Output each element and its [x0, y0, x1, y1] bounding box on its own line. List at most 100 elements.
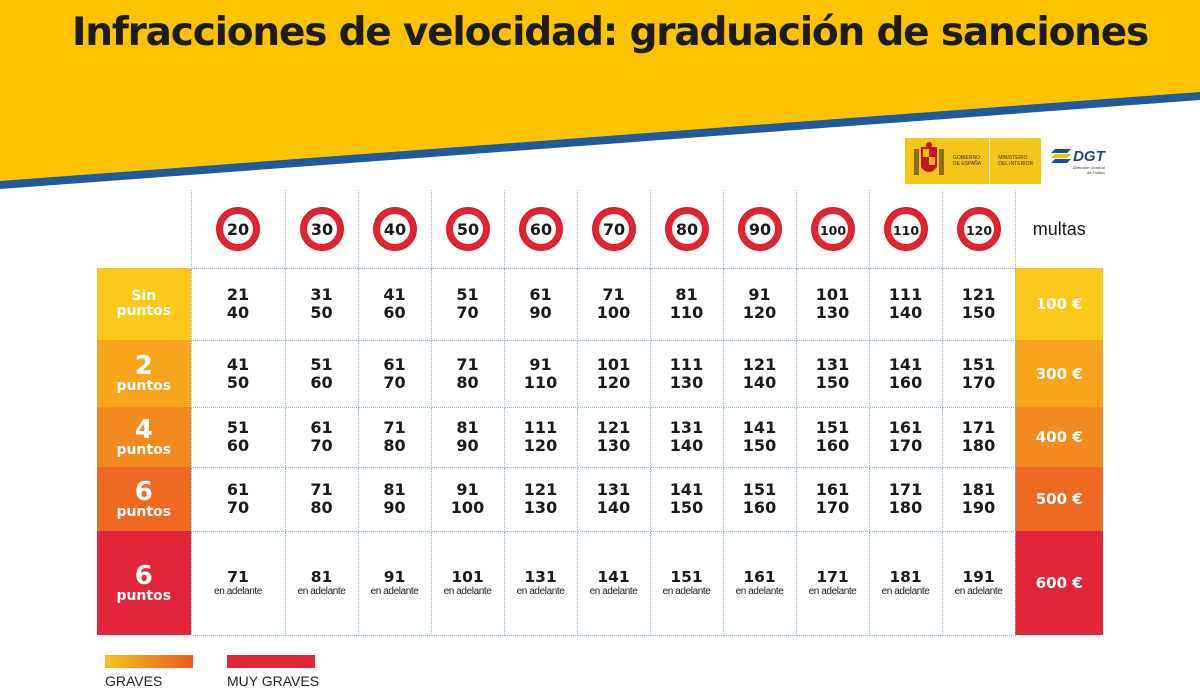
range-from: 81: [310, 567, 333, 586]
range-from: 81: [456, 418, 479, 437]
speed-range-cell: 171 en adelante: [795, 530, 870, 636]
range-to: en adelante: [214, 585, 262, 597]
range-from: 181: [961, 480, 996, 499]
speed-range-cell: 81 110: [649, 267, 724, 341]
speed-limit-header-row: 20 30 40 50 60 70 80 90 100 110 120 multas: [97, 190, 1103, 268]
speed-range-cell: 91 120: [722, 267, 797, 341]
range-to: 60: [310, 372, 333, 392]
range-from: 81: [383, 480, 406, 499]
ministerio-text: MINISTERIO DEL INTERIOR: [998, 155, 1034, 167]
range-to: 130: [523, 498, 558, 517]
range-to: 50: [226, 372, 250, 392]
speed-limit-header-50: 50: [430, 190, 505, 268]
range-to: 70: [456, 303, 479, 322]
range-from: 121: [742, 354, 777, 374]
range-to: en adelante: [370, 585, 419, 597]
range-from: 191: [962, 567, 995, 586]
range-from: 71: [310, 480, 333, 499]
fine-amount: 400 €: [1015, 407, 1103, 467]
speed-range-cell: 71 80: [284, 466, 359, 532]
range-to: 120: [523, 436, 558, 455]
range-from: 111: [888, 285, 923, 304]
range-from: 121: [523, 480, 558, 499]
speed-range-cell: 191 en adelante: [941, 530, 1016, 636]
points-label-unit: puntos: [116, 503, 172, 520]
speed-range-cell: 91 100: [430, 466, 505, 532]
range-from: 161: [815, 480, 850, 499]
speed-range-cell: 101 130: [795, 267, 870, 341]
fine-amount: 100 €: [1015, 268, 1103, 340]
points-label: 4 puntos: [97, 407, 191, 467]
range-from: 81: [675, 285, 698, 304]
speed-range-cell: 61 70: [190, 466, 286, 532]
range-to: en adelante: [881, 585, 930, 597]
legend-label-muy-graves: MUY GRAVES: [227, 673, 320, 689]
range-from: 91: [383, 567, 406, 586]
speed-limit-sign-icon: 60: [518, 206, 564, 252]
speed-range-cell: 151 en adelante: [649, 530, 724, 636]
range-to: en adelante: [808, 585, 857, 597]
range-to: 170: [888, 436, 923, 455]
speed-range-cell: 41 50: [190, 339, 286, 408]
range-to: 110: [523, 372, 558, 392]
speed-limit-sign-icon: 110: [883, 206, 929, 252]
range-to: 150: [669, 498, 704, 517]
range-to: en adelante: [297, 585, 346, 597]
speed-range-cell: 161 170: [868, 406, 943, 468]
range-to: 50: [310, 303, 333, 322]
points-label-value: Sin: [131, 288, 157, 304]
range-from: 131: [524, 567, 557, 586]
speed-limit-value: 60: [529, 220, 551, 239]
speed-range-cell: 121 130: [503, 466, 578, 532]
range-from: 91: [529, 354, 552, 374]
speed-range-cell: 151 160: [795, 406, 870, 468]
range-to: en adelante: [954, 585, 1003, 597]
range-from: 51: [310, 354, 333, 374]
points-label-value: 2: [134, 351, 153, 381]
speed-limit-header-70: 70: [576, 190, 651, 268]
banner-shape: [0, 0, 1200, 189]
range-to: 90: [383, 498, 406, 517]
page-title: Infracciones de velocidad: graduación de…: [71, 10, 1149, 55]
speed-limit-sign-icon: 30: [299, 206, 345, 252]
speed-range-cell: 101 en adelante: [430, 530, 505, 636]
dgt-subtitle: Dirección General de Tráfico: [1072, 164, 1105, 175]
range-to: 140: [742, 372, 777, 392]
range-from: 141: [742, 418, 777, 437]
speed-range-cell: 181 en adelante: [868, 530, 943, 636]
range-from: 111: [523, 418, 558, 437]
range-to: 60: [383, 303, 406, 322]
speed-limit-sign-icon: 100: [810, 206, 856, 252]
speed-limit-header-120: 120: [941, 190, 1016, 268]
speed-limit-header-110: 110: [868, 190, 943, 268]
speed-limit-value: 50: [456, 220, 478, 239]
range-from: 121: [596, 418, 631, 437]
speed-limit-sign-icon: 70: [591, 206, 637, 252]
points-label-unit: puntos: [116, 303, 172, 319]
range-from: 91: [748, 285, 771, 304]
legend-swatch-graves: [105, 655, 193, 668]
points-label: 6 puntos: [97, 531, 191, 635]
gobierno-logo: GOBIERNO DE ESPAÑA: [905, 138, 990, 184]
dgt-logo: DGT Dirección General de Tráfico: [1041, 138, 1111, 184]
range-from: 101: [451, 567, 484, 586]
range-to: 150: [742, 436, 777, 455]
speed-range-cell: 101 120: [576, 339, 651, 408]
range-from: 181: [889, 567, 922, 586]
speed-limit-header-60: 60: [503, 190, 578, 268]
range-to: 130: [596, 436, 631, 455]
speed-limit-header-90: 90: [722, 190, 797, 268]
gobierno-text: GOBIERNO DE ESPAÑA: [953, 155, 982, 167]
speed-range-cell: 91 110: [503, 339, 578, 408]
range-to: 150: [961, 303, 996, 322]
range-to: 180: [961, 436, 996, 455]
speed-range-cell: 141 150: [722, 406, 797, 468]
range-from: 161: [888, 418, 923, 437]
speed-limit-header-100: 100: [795, 190, 870, 268]
speed-range-cell: 81 en adelante: [284, 530, 359, 636]
speed-range-cell: 61 70: [284, 406, 359, 468]
range-to: 140: [596, 498, 631, 517]
range-from: 141: [669, 480, 704, 499]
range-from: 131: [669, 418, 704, 437]
speed-limit-sign-icon: 40: [372, 206, 418, 252]
